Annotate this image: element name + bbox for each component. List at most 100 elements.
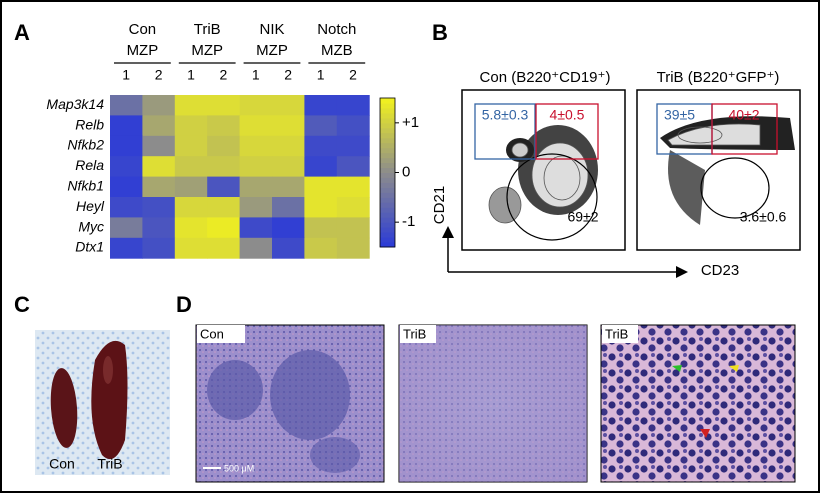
panel-letter: C xyxy=(14,292,30,317)
gate xyxy=(711,103,778,155)
heat-cell xyxy=(142,176,176,198)
colorbar-step xyxy=(380,162,395,169)
plot-title: Con (B220⁺CD19⁺) xyxy=(480,69,611,86)
row-label: Nfkb1 xyxy=(67,178,104,194)
heat-cell xyxy=(336,135,370,157)
heat-cell xyxy=(110,156,143,178)
heat-cell xyxy=(272,95,305,116)
column-label: 1 xyxy=(317,67,325,83)
heat-cell xyxy=(272,217,305,239)
column-label: 1 xyxy=(187,67,195,83)
heat-cell xyxy=(174,217,208,239)
scale-label: 500 μM xyxy=(224,463,254,473)
labels: Con (B220⁺CD19⁺) TriB (B220⁺GFP⁺) 5.8±0.3 4… xyxy=(49,69,786,473)
heat-cell xyxy=(110,197,143,218)
heat-cell xyxy=(336,176,370,198)
group-label: MZP xyxy=(127,42,159,59)
heat-cell xyxy=(207,135,241,157)
gate-label: 3.6±0.6 xyxy=(740,209,787,225)
spleen xyxy=(91,340,128,460)
group-label: MZP xyxy=(256,42,288,59)
column-label: 2 xyxy=(155,67,163,83)
heat-cell xyxy=(207,176,241,198)
heat-cell xyxy=(110,115,143,137)
colorbar-step xyxy=(380,207,395,213)
heat-cell xyxy=(336,115,370,137)
heat-cell xyxy=(336,197,370,218)
heat-cell xyxy=(304,115,338,137)
group-label: MZP xyxy=(191,42,223,59)
colorbar-step xyxy=(380,127,395,134)
colorbar-tick-label: +1 xyxy=(402,114,419,131)
colorbar-step xyxy=(380,232,395,238)
plot-title: TriB (B220⁺GFP⁺) xyxy=(657,69,780,86)
row-label: Heyl xyxy=(76,198,105,214)
panel-letter: D xyxy=(176,292,192,317)
colorbar-step xyxy=(380,242,395,248)
heat-cell xyxy=(207,217,241,239)
y-axis-label: CD21 xyxy=(431,186,448,224)
heat-cell xyxy=(142,115,176,137)
x-axis-label: CD23 xyxy=(701,262,739,279)
colorbar-step xyxy=(380,157,395,164)
heat-cell xyxy=(239,156,273,178)
heat-cell xyxy=(272,115,305,137)
heat-cell xyxy=(207,197,241,218)
colorbar-step xyxy=(380,98,395,104)
row-label: Relb xyxy=(75,116,104,132)
colorbar-step xyxy=(380,122,395,129)
heat-cell xyxy=(110,95,143,116)
column-label: 1 xyxy=(252,67,260,83)
histology xyxy=(195,324,796,483)
colorbar-step xyxy=(380,132,395,139)
group-label: Con xyxy=(129,21,157,38)
colorbar-step xyxy=(380,187,395,193)
colorbar-step xyxy=(380,177,395,183)
heat-cell xyxy=(272,237,305,259)
heat-cell xyxy=(239,95,273,116)
gate-label: 4±0.5 xyxy=(550,107,585,123)
heat-cell xyxy=(207,237,241,259)
flow-plots xyxy=(442,89,801,278)
colorbar-step xyxy=(380,152,395,159)
heat-cell xyxy=(304,95,338,116)
heat-cell xyxy=(174,115,208,137)
column-label: 2 xyxy=(284,67,292,83)
plot-frame xyxy=(636,89,801,251)
heatmap: Map3k14 Relb Nfkb2 Rela Nfkb1 Heyl Myc Dtx1 1 2 1 2… xyxy=(46,21,419,259)
panel-letter: B xyxy=(432,20,448,45)
colorbar-step xyxy=(380,117,395,124)
heat-cell xyxy=(272,197,305,218)
colorbar-step xyxy=(380,182,395,188)
image-tag-bg xyxy=(602,325,638,343)
colorbar-step xyxy=(380,222,395,228)
image-label: TriB xyxy=(605,326,628,341)
colorbar-tick-label: -1 xyxy=(402,213,415,230)
colorbar-step xyxy=(380,237,395,243)
heat-cell xyxy=(142,95,176,116)
heat-cell xyxy=(174,237,208,259)
heat-cell xyxy=(142,156,176,178)
spleen-label: Con xyxy=(49,456,75,472)
spleen-label: TriB xyxy=(97,456,122,472)
heat-cell xyxy=(272,135,305,157)
heat-cell xyxy=(304,156,338,178)
heat-cell xyxy=(142,197,176,218)
gate-label: 39±5 xyxy=(664,107,695,123)
row-label: Myc xyxy=(78,218,104,234)
colorbar-step xyxy=(380,192,395,198)
group-label: MZB xyxy=(321,42,353,59)
heat-cell xyxy=(207,95,241,116)
heat-cell xyxy=(110,135,143,157)
heat-cell xyxy=(174,156,208,178)
heat-cell xyxy=(142,135,176,157)
image-label: TriB xyxy=(403,326,426,341)
heat-cell xyxy=(110,217,143,239)
heat-cell xyxy=(239,237,273,259)
colorbar-step xyxy=(380,227,395,233)
colorbar-step xyxy=(380,112,395,119)
colorbar-step xyxy=(380,147,395,154)
image-tag-bg xyxy=(197,325,245,343)
